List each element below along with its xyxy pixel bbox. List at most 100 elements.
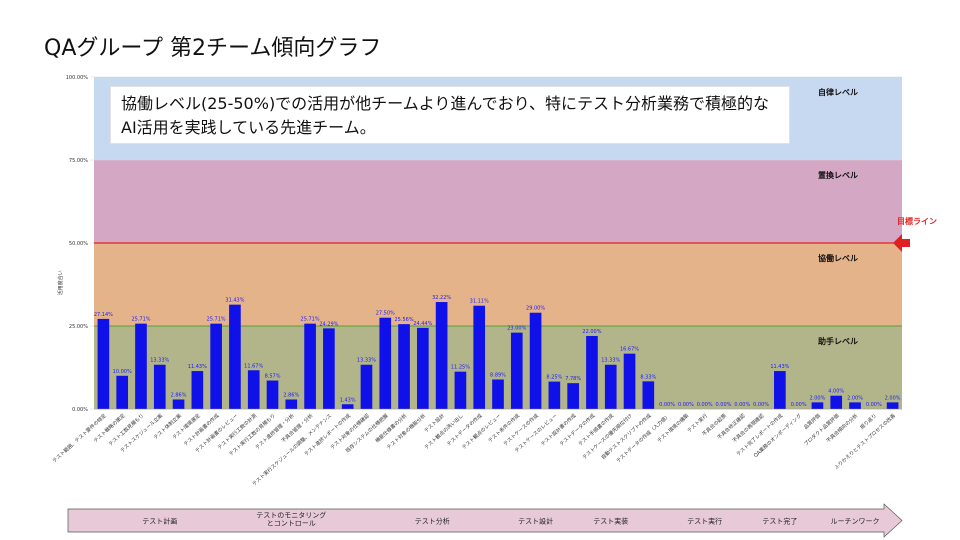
- data-label: 0.00%: [791, 402, 807, 408]
- data-label: 22.00%: [582, 329, 601, 335]
- data-label: 0.00%: [697, 402, 713, 408]
- category-label: テスト戦略の策定: [92, 412, 126, 444]
- data-label: 0.00%: [678, 402, 694, 408]
- data-label: 8.25%: [546, 375, 562, 381]
- level-label: 助手レベル: [818, 336, 858, 346]
- phase-label: テスト完了: [762, 517, 797, 526]
- bar: [510, 332, 523, 409]
- data-label: 2.86%: [171, 393, 187, 399]
- bar: [285, 399, 298, 409]
- data-label: 4.00%: [828, 389, 844, 395]
- bar: [886, 402, 899, 409]
- data-label: 11.43%: [188, 364, 207, 370]
- bar: [774, 371, 786, 409]
- bar: [849, 402, 861, 409]
- target-label: 目標ライン: [897, 216, 937, 226]
- phase-label: テストのモニタリングとコントロール: [256, 511, 326, 528]
- bar: [379, 317, 392, 409]
- bar: [642, 381, 655, 409]
- data-label: 0.00%: [659, 402, 675, 408]
- data-label: 32.22%: [432, 295, 451, 301]
- phase-arrow: [67, 503, 903, 538]
- data-label: 25.71%: [131, 317, 150, 323]
- data-label: 8.57%: [265, 374, 281, 380]
- data-label: 24.44%: [413, 321, 432, 327]
- data-label: 13.33%: [357, 358, 376, 364]
- data-label: 2.00%: [847, 395, 863, 401]
- phase-label: テスト分析: [415, 517, 450, 526]
- category-label: 不具合傾向の分析: [825, 412, 859, 444]
- bar: [116, 375, 129, 409]
- category-label: テスト条件の作成: [487, 412, 521, 444]
- data-label: 2.86%: [283, 393, 299, 399]
- y-tick-label: 0.00%: [72, 407, 88, 413]
- data-label: 8.89%: [490, 372, 506, 378]
- data-label: 27.14%: [94, 312, 113, 318]
- bar: [210, 323, 222, 409]
- data-label: 11.25%: [451, 365, 470, 371]
- bar: [586, 335, 598, 409]
- data-label: 10.00%: [113, 369, 132, 375]
- data-label: 25.56%: [395, 317, 414, 323]
- y-tick-label: 75.00%: [69, 158, 88, 164]
- bar: [604, 364, 617, 409]
- bar: [623, 353, 636, 409]
- bar: [97, 318, 110, 409]
- bar: [830, 395, 843, 409]
- target-arrow-icon: [893, 234, 910, 252]
- bar: [435, 302, 448, 409]
- bar: [172, 399, 185, 409]
- category-label: 不具合の再現確認: [731, 412, 765, 444]
- category-label: 不具合管理・分析: [280, 412, 314, 444]
- bar: [266, 380, 279, 409]
- data-label: 13.33%: [601, 358, 620, 364]
- data-label: 31.43%: [225, 298, 244, 304]
- bar: [417, 327, 429, 409]
- data-label: 29.00%: [526, 306, 545, 312]
- bar: [567, 383, 579, 409]
- bar: [548, 381, 561, 409]
- bar: [341, 404, 354, 409]
- level-label: 協働レベル: [818, 253, 858, 263]
- y-axis-label: 活用度合い: [57, 270, 64, 295]
- level-label: 置換レベル: [818, 170, 858, 180]
- data-label: 13.33%: [150, 358, 169, 364]
- data-label: 11.67%: [244, 363, 263, 369]
- bar: [454, 371, 467, 409]
- data-label: 7.78%: [565, 376, 581, 382]
- phase-label: テスト実装: [593, 517, 628, 526]
- bar: [304, 323, 316, 409]
- bar: [398, 324, 410, 409]
- phase-label: テスト実行: [687, 517, 722, 526]
- bar: [153, 364, 166, 409]
- bar: [492, 379, 504, 409]
- bar: [811, 402, 824, 409]
- bar: [229, 304, 241, 409]
- y-tick-label: 100.00%: [66, 75, 88, 81]
- bar: [191, 371, 204, 409]
- level-band: [94, 160, 902, 243]
- y-tick-label: 25.00%: [69, 324, 88, 330]
- data-label: 0.00%: [734, 402, 750, 408]
- data-label: 2.00%: [885, 395, 901, 401]
- data-label: 24.29%: [319, 321, 338, 327]
- bar: [135, 323, 147, 409]
- category-label: テスト環境の構築: [656, 412, 690, 444]
- data-label: 8.33%: [640, 374, 656, 380]
- level-band: [94, 243, 902, 326]
- data-label: 11.43%: [770, 364, 789, 370]
- data-label: 31.11%: [470, 299, 489, 305]
- phase-label: ルーチンワーク: [831, 518, 880, 526]
- data-label: 27.50%: [376, 311, 395, 317]
- data-label: 1.43%: [340, 397, 356, 403]
- bar: [473, 305, 486, 409]
- phase-label: テスト設計: [518, 517, 553, 526]
- data-label: 25.71%: [207, 317, 226, 323]
- data-label: 16.67%: [620, 347, 639, 353]
- data-label: 25.71%: [301, 317, 320, 323]
- category-label: 機能仕様書の分析: [374, 412, 408, 444]
- bar: [360, 364, 373, 409]
- slide-title: QAグループ 第2チーム傾向グラフ: [44, 36, 382, 61]
- data-label: 0.00%: [753, 402, 769, 408]
